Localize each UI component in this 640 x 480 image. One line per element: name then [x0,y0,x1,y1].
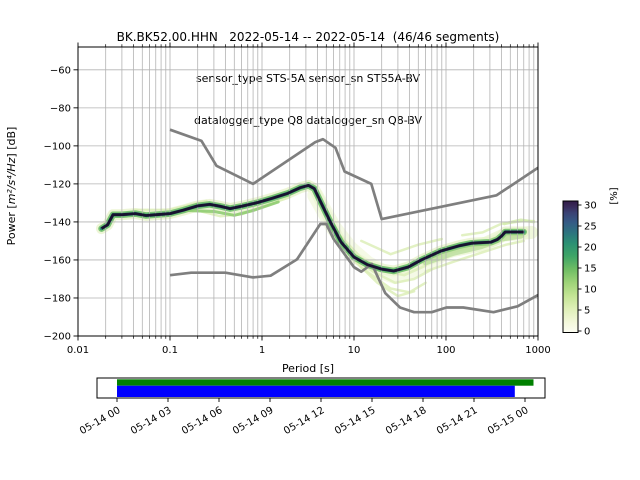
x-tick-label: 1000 [525,345,550,356]
x-tick-label: 0.1 [162,345,178,356]
x-tick-label: 10 [348,345,361,356]
axis-ticks: 0.01 0.1 1 10 100 1000 −200 −180 −160 −140 −120 −10… [44,42,551,356]
ppsd-cloud-band [424,239,525,273]
colorbar-tick-label: 5 [584,306,590,317]
coverage-bar-green [117,379,534,386]
y-axis-label: Power [m²/s⁴/Hz] [dB] [5,127,18,246]
y-tick-label: −60 [50,65,71,76]
time-tick-label: 05-15 00 [486,405,530,437]
colorbar-tick-label: 20 [584,243,597,254]
time-tick-label: 05-14 00 [78,405,122,437]
time-tick-label: 05-14 21 [435,405,479,437]
time-tick-label: 05-14 12 [282,405,326,437]
y-tick-label: −140 [44,217,71,228]
ppsd-mode-line [100,183,524,273]
time-tick-label: 05-14 09 [231,405,275,437]
x-tick-label: 0.01 [67,345,89,356]
noise-models [169,128,538,314]
y-axis-label-prefix: Power [ [5,204,18,245]
coverage-bar-blue [117,385,515,397]
time-tick-label: 05-14 15 [333,405,377,437]
time-coverage: 05-14 00 05-14 03 05-14 06 05-14 09 05-14 12… [78,377,546,437]
nlnm-curve [169,222,538,314]
colorbar-label: [%] [609,187,620,204]
colorbar: 0 5 10 15 20 25 30 [562,200,597,338]
grid [78,47,539,336]
colorbar-tick-label: 30 [584,201,597,212]
y-tick-label: −160 [44,255,71,266]
generated-plot-content: 0.01 0.1 1 10 100 1000−200−180−160−140−120−10… [44,42,597,437]
x-axis-label: Period [s] [282,362,334,375]
y-tick-label: −200 [44,332,71,343]
colorbar-tick-label: 10 [584,285,597,296]
y-tick-label: −120 [44,179,71,190]
colorbar-tick-label: 25 [584,222,597,233]
time-tick-label: 05-14 06 [180,405,224,437]
y-tick-label: −100 [44,141,71,152]
time-tick-label: 05-14 03 [129,405,173,437]
time-tick-label: 05-14 18 [384,405,428,437]
ppsd-cloud-band [360,237,444,256]
x-tick-label: 1 [259,345,265,356]
ppsd-cloud-band [422,231,525,266]
colorbar-tick-label: 0 [584,327,590,338]
y-tick-label: −180 [44,293,71,304]
nhnm-curve [169,128,538,221]
axes-spine [77,46,539,337]
y-axis-label-suffix: ] [dB] [5,127,18,158]
y-tick-label: −80 [50,103,71,114]
figure-title: BK.BK52.00.HHN 2022-05-14 -- 2022-05-14 … [116,30,500,44]
colorbar-gradient [562,200,579,333]
y-axis-label-math: m²/s⁴/Hz [5,157,18,204]
x-tick-label: 100 [436,345,455,356]
figure-subtitle-datalogger: datalogger_type Q8 datalogger_sn Q8-BV [193,114,423,127]
colorbar-tick-label: 15 [584,264,597,275]
